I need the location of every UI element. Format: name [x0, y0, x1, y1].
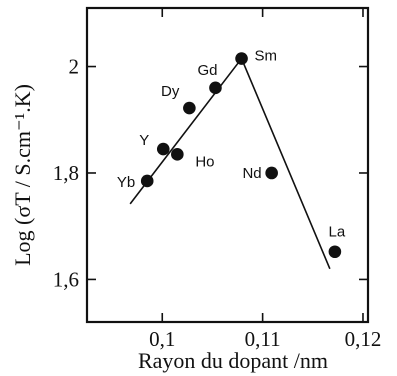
x-tick-label: 0,1	[149, 327, 175, 351]
point-label-yb: Yb	[117, 174, 135, 191]
axis-ticks: 0,1 0,11 0,12 1,6 1,8 2	[53, 8, 382, 351]
y-tick-label: 1,8	[53, 161, 79, 185]
data-point-nd	[265, 166, 278, 180]
point-label-sm: Sm	[255, 48, 277, 65]
x-axis-title: Rayon du dopant /nm	[138, 348, 328, 373]
plot-frame	[85, 6, 370, 324]
data-point-gd	[209, 81, 222, 95]
point-labels: Yb Y Ho Dy Gd Sm Nd La	[117, 48, 346, 241]
fit-line	[240, 58, 331, 270]
point-label-gd: Gd	[197, 62, 217, 79]
data-point-sm	[235, 52, 248, 65]
y-tick-label: 1,6	[53, 267, 79, 291]
data-point-dy	[183, 101, 196, 115]
data-point-y	[156, 142, 170, 156]
data-point-ho	[171, 148, 184, 161]
y-tick-label: 2	[69, 55, 80, 79]
point-label-nd: Nd	[242, 165, 261, 182]
point-label-y: Y	[139, 132, 149, 149]
point-label-dy: Dy	[161, 83, 180, 100]
point-label-ho: Ho	[195, 153, 214, 170]
data-points	[140, 52, 342, 259]
x-tick-label: 0,12	[345, 327, 382, 351]
x-tick-label: 0,11	[245, 327, 281, 351]
point-label-la: La	[329, 224, 346, 241]
data-point-la	[328, 245, 342, 259]
y-axis-title: Log (σT / S.cm⁻¹.K)	[10, 84, 35, 266]
data-point-yb	[140, 174, 154, 188]
